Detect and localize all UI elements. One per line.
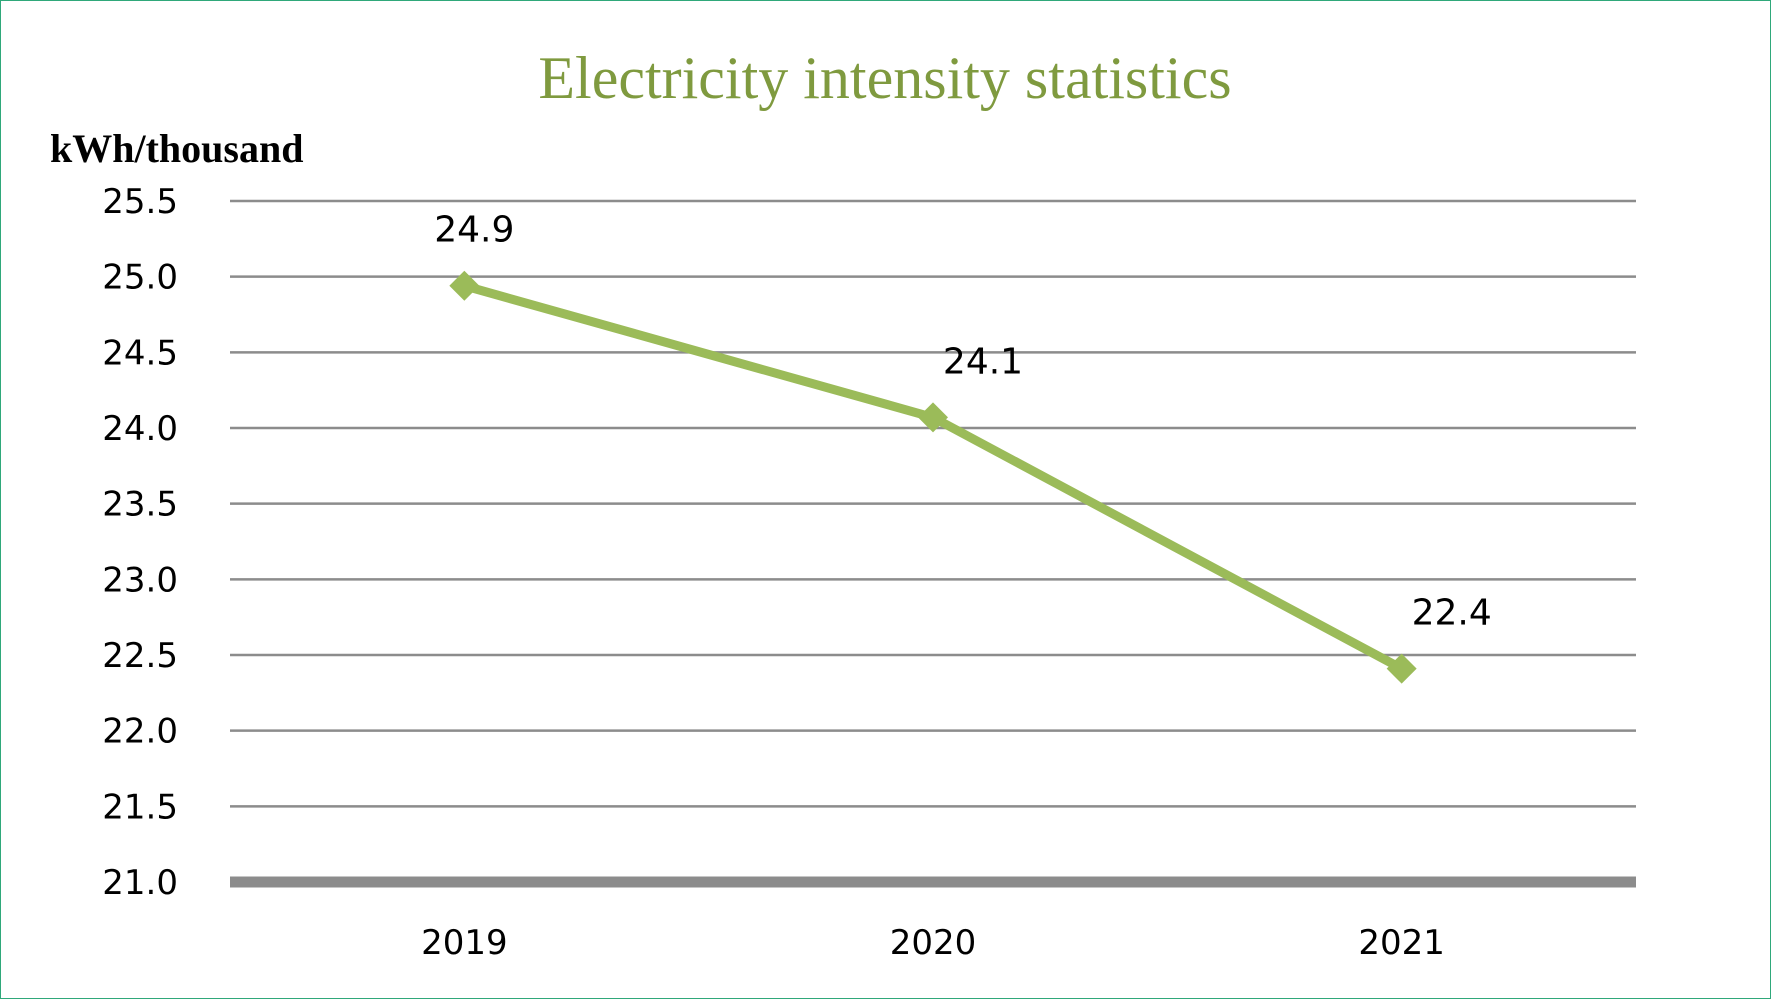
series-line	[463, 281, 1404, 673]
y-tick-label: 21.5	[102, 787, 178, 827]
data-label: 22.4	[1412, 593, 1492, 634]
data-point-marker	[449, 270, 480, 301]
y-tick-label: 21.0	[102, 863, 178, 903]
y-tick-label: 24.5	[102, 333, 178, 373]
y-tick-label: 23.5	[102, 485, 178, 525]
data-point-marker	[1386, 653, 1417, 684]
y-tick-label: 22.5	[102, 636, 178, 676]
y-tick-label: 25.5	[102, 182, 178, 222]
y-tick-label: 22.0	[102, 712, 178, 752]
data-labels: 24.9 24.1 22.4	[434, 210, 1491, 634]
y-axis-unit-label: kWh/thousand	[50, 126, 303, 171]
x-tick-label: 2020	[890, 923, 977, 963]
chart-title: Electricity intensity statistics	[538, 45, 1231, 111]
y-tick-label: 23.0	[102, 560, 178, 600]
data-label: 24.9	[434, 210, 514, 251]
gridlines	[230, 199, 1636, 888]
x-tick-labels: 2019 2020 2021	[421, 923, 1445, 963]
y-tick-label: 25.0	[102, 258, 178, 298]
y-tick-label: 24.0	[102, 409, 178, 449]
data-point-marker	[918, 402, 948, 433]
x-tick-label: 2021	[1358, 923, 1445, 963]
data-label: 24.1	[943, 341, 1023, 382]
series-group	[449, 270, 1417, 684]
y-tick-labels: 21.0 21.5 22.0 22.5 23.0 23.5 24.0 24.5 25.0 25.5	[102, 182, 178, 903]
x-tick-label: 2019	[421, 923, 508, 963]
